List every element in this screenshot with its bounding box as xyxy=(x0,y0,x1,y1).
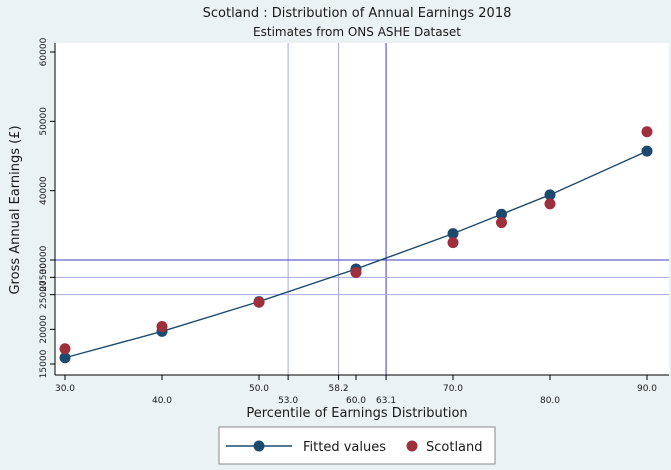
fitted-line xyxy=(64,150,648,359)
scotland-point xyxy=(253,296,265,308)
x-tick-label: 50.0 xyxy=(249,384,269,394)
fitted-point xyxy=(59,352,71,364)
y-tick-label: 40000 xyxy=(39,176,49,205)
reference-lines xyxy=(55,43,669,375)
fitted-point xyxy=(496,208,507,220)
chart-subtitle: Estimates from ONS ASHE Dataset xyxy=(253,25,461,39)
scotland-point xyxy=(544,198,556,210)
y-tick-label: 50000 xyxy=(39,107,49,136)
scotland-point xyxy=(641,126,653,138)
scotland-point xyxy=(350,266,362,278)
x-tick-label: 80.0 xyxy=(540,396,560,406)
x-tick-label: 70.0 xyxy=(443,384,463,394)
scotland-point xyxy=(447,237,459,249)
x-axis-label: Percentile of Earnings Distribution xyxy=(246,406,467,421)
y-tick-label: 30000 xyxy=(39,245,49,274)
y-tick-label: 27500 xyxy=(39,263,49,292)
plot-area xyxy=(55,43,669,375)
scotland-point xyxy=(156,321,168,333)
fitted-point xyxy=(544,189,556,201)
legend-fitted-label: Fitted values xyxy=(303,440,386,455)
x-tick-label: 30.0 xyxy=(55,384,75,394)
x-tick-label: 58.2 xyxy=(329,384,349,394)
y-tick-label: 20000 xyxy=(39,315,49,344)
fitted-point xyxy=(641,145,653,157)
scotland-point xyxy=(496,217,507,229)
y-axis-label: Gross Annual Earnings (£) xyxy=(8,125,23,294)
x-tick-label: 40.0 xyxy=(152,396,172,406)
y-tick-label: 60000 xyxy=(39,37,49,66)
y-tick-label: 15000 xyxy=(39,349,49,378)
y-tick-label: 25000 xyxy=(39,280,49,309)
legend-scotland-label: Scotland xyxy=(426,440,483,455)
x-tick-label: 60.0 xyxy=(346,396,366,406)
fitted-point xyxy=(447,228,459,240)
legend: Fitted values Scotland xyxy=(218,426,496,465)
legend-scotland-marker xyxy=(406,440,418,452)
scotland-point xyxy=(59,343,71,355)
x-tick-label: 90.0 xyxy=(637,384,657,394)
x-tick-label: 53.0 xyxy=(278,396,298,406)
x-tick-label: 63.1 xyxy=(376,396,396,406)
legend-fitted-marker xyxy=(253,440,265,452)
chart-title: Scotland : Distribution of Annual Earnin… xyxy=(203,6,512,21)
scotland-series xyxy=(59,126,653,355)
